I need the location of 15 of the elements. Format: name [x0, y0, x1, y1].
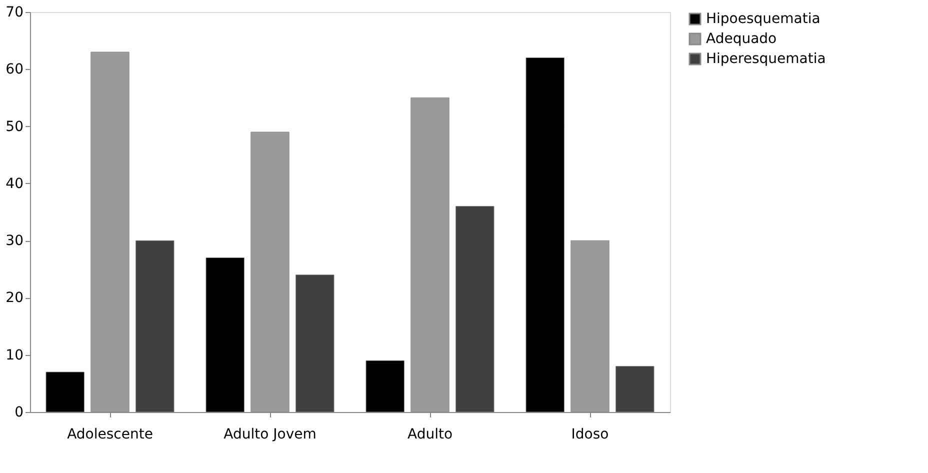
- y-tick-label: 40: [6, 176, 24, 192]
- x-tick-label: Idoso: [571, 426, 609, 442]
- y-tick-label: 70: [6, 4, 24, 20]
- y-tick-label: 10: [6, 347, 24, 364]
- x-tick-label: Adulto: [407, 426, 453, 442]
- legend-label: Adequado: [706, 31, 777, 47]
- y-tick-label: 0: [14, 404, 24, 420]
- y-tick-label: 20: [6, 290, 24, 306]
- y-tick-label: 60: [6, 62, 24, 78]
- x-tick-label: Adolescente: [67, 426, 153, 442]
- y-tick-label: 30: [6, 233, 24, 250]
- legend-label: Hipoesquematia: [706, 11, 820, 27]
- x-tick-label: Adulto Jovem: [224, 426, 316, 442]
- y-tick-label: 50: [6, 118, 24, 135]
- legend-label: Hiperesquematia: [706, 51, 826, 67]
